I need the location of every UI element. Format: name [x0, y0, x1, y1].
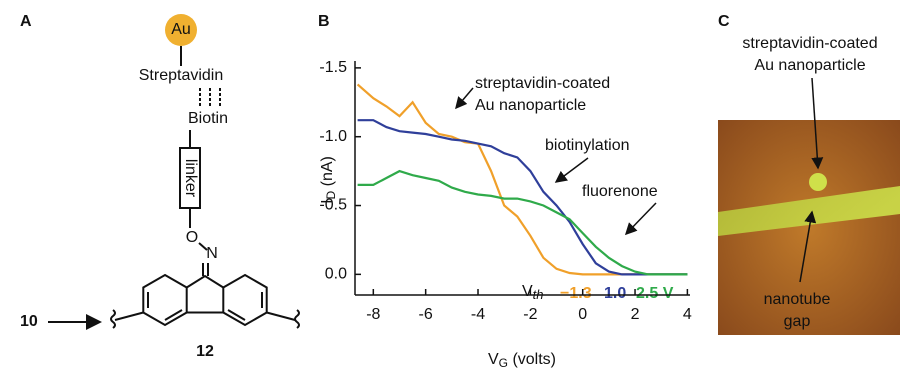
double-bond [165, 310, 182, 320]
nitrogen-label: N [206, 245, 218, 262]
bond [267, 313, 295, 321]
panel-b: B ID (nA) VG (volts) streptavidin-coated… [318, 13, 692, 370]
wavy-bond [111, 310, 115, 328]
linker-label: linker [182, 159, 199, 198]
nanoparticle [809, 173, 827, 191]
x-tick-label: -6 [419, 306, 433, 323]
x-tick-label: 4 [683, 306, 692, 323]
annotation: gap [784, 313, 811, 330]
annotation: Au nanoparticle [754, 57, 865, 74]
panel-label: A [20, 13, 32, 30]
annotation: streptavidin-coated [742, 35, 877, 52]
five-ring [187, 276, 224, 288]
x-axis-label: VG (volts) [488, 351, 556, 370]
arrow [456, 88, 473, 108]
y-axis-label-unit: (nA) [319, 156, 336, 191]
arrow [626, 203, 656, 234]
vth-label: Vth [522, 283, 544, 302]
x-tick-label: 0 [578, 306, 587, 323]
x-tick-label: -8 [366, 306, 380, 323]
annotation: nanotube [764, 291, 831, 308]
benzene-ring [223, 275, 266, 325]
double-bond [228, 310, 245, 320]
streptavidin-label: Streptavidin [139, 67, 224, 84]
figure: A Au Streptavidin Biotin linker O N 10 1… [0, 0, 905, 377]
annotation: biotinylation [545, 137, 630, 154]
x-axis-label-main: V [488, 351, 499, 368]
wavy-bond [295, 310, 299, 328]
oxygen-label: O [186, 229, 198, 246]
x-axis-label-sub: G [499, 356, 508, 370]
annotation: Au nanoparticle [475, 97, 586, 114]
x-tick-label: -4 [471, 306, 485, 323]
annotation: fluorenone [582, 183, 658, 200]
compound-label: 12 [196, 343, 214, 360]
y-tick-label: -1.5 [319, 59, 347, 76]
annotation: streptavidin-coated [475, 75, 610, 92]
biotin-label: Biotin [188, 110, 228, 127]
panel-label: C [718, 13, 730, 30]
arrow [556, 158, 588, 182]
vth-value: 1.0 [604, 285, 626, 302]
benzene-ring [143, 275, 186, 325]
x-tick-label: -2 [523, 306, 537, 323]
panel-label: B [318, 13, 330, 30]
hydrogen-bonds [200, 88, 220, 108]
y-tick-label: -0.5 [319, 197, 347, 214]
vth-value: −1.3 [560, 285, 592, 302]
x-axis-label-unit: (volts) [508, 351, 556, 368]
au-label: Au [171, 21, 191, 38]
vth-value: 2.5 V [636, 285, 674, 302]
y-tick-label: -1.0 [319, 128, 347, 145]
vth-main: V [522, 283, 533, 300]
y-tick-label: 0.0 [325, 266, 347, 283]
panel-a: A Au Streptavidin Biotin linker O N 10 1… [20, 13, 299, 360]
x-tick-label: 2 [631, 306, 640, 323]
bond [115, 313, 143, 321]
panel-c: C streptavidin-coated Au nanoparticle na… [718, 13, 900, 335]
compound-label: 10 [20, 313, 38, 330]
